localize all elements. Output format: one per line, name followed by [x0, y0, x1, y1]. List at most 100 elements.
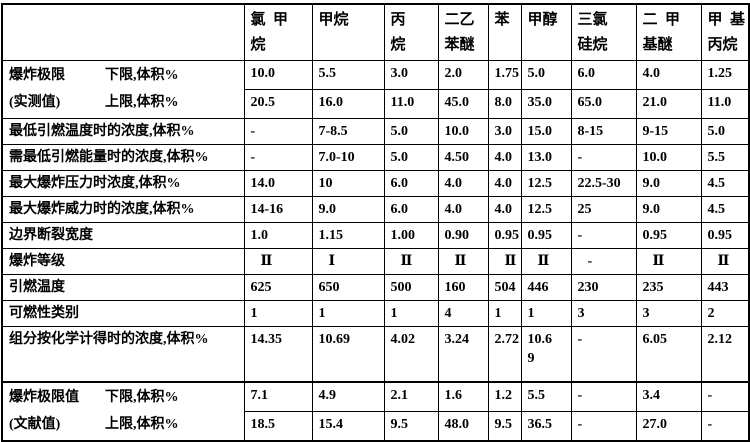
- column-header: 苯: [487, 3, 522, 61]
- value-cell: 9.0: [311, 196, 385, 223]
- value-cell: 1: [520, 300, 572, 327]
- value-cell: 0.95: [635, 222, 702, 249]
- value-cell: 230: [570, 274, 637, 301]
- value-cell: 9.0: [635, 196, 702, 223]
- row-label: 爆炸极限值 下限,体积% (文献值) 上限,体积%: [1, 380, 245, 441]
- row-label: 爆炸极限 下限,体积% (实测值) 上限,体积%: [1, 60, 245, 119]
- value-cell: 12.5: [520, 170, 572, 197]
- value-cell: 0.95: [487, 222, 522, 249]
- value-cell: 18.5: [243, 410, 313, 441]
- value-cell: 1.75: [487, 60, 522, 90]
- value-cell: 22.5-30: [570, 170, 637, 197]
- row-label-line: (文献值) 上限,体积%: [9, 411, 242, 438]
- value-cell: 500: [383, 274, 439, 301]
- row-label: 需最低引燃能量时的浓度,体积%: [1, 144, 245, 171]
- row-label: 最大爆炸威力时的浓度,体积%: [1, 196, 245, 223]
- value-cell: 11.0: [383, 89, 439, 119]
- row-label: 组分按化学计得时的浓度,体积%: [1, 326, 245, 382]
- value-cell: 10: [311, 170, 385, 197]
- value-cell: -: [570, 144, 637, 171]
- value-cell: 4.9: [311, 380, 385, 412]
- value-cell: 0.95: [520, 222, 572, 249]
- value-cell: -: [243, 144, 313, 171]
- row-label-line: 爆炸极限值 下限,体积%: [9, 384, 242, 411]
- column-header: 三氯 硅烷: [570, 3, 637, 61]
- value-cell: 4.0: [487, 170, 522, 197]
- value-cell: Ⅱ: [437, 248, 489, 275]
- value-cell: 21.0: [635, 89, 702, 119]
- value-cell: 7.1: [243, 380, 313, 412]
- value-cell: 10.0: [635, 144, 702, 171]
- value-cell: Ⅰ: [311, 248, 385, 275]
- value-cell: 13.0: [520, 144, 572, 171]
- value-cell: 14-16: [243, 196, 313, 223]
- value-cell: -: [700, 380, 750, 412]
- value-cell: 1: [311, 300, 385, 327]
- value-cell: -: [570, 326, 637, 382]
- value-cell: 5.5: [520, 380, 572, 412]
- column-header: 甲醇: [520, 3, 572, 61]
- value-cell: 160: [437, 274, 489, 301]
- value-cell: 10.6 9: [520, 326, 572, 382]
- value-cell: Ⅱ: [635, 248, 702, 275]
- value-cell: -: [570, 248, 637, 275]
- value-cell: 3: [635, 300, 702, 327]
- value-cell: 9-15: [635, 118, 702, 145]
- value-cell: 1.15: [311, 222, 385, 249]
- row-label-line: 爆炸极限 下限,体积%: [9, 62, 242, 89]
- value-cell: 5.5: [700, 144, 750, 171]
- value-cell: 10.0: [243, 60, 313, 90]
- value-cell: 2: [700, 300, 750, 327]
- value-cell: 3.0: [487, 118, 522, 145]
- column-header: 丙 烷: [383, 3, 439, 61]
- row-label: 引燃温度: [1, 274, 245, 301]
- value-cell: 0.95: [700, 222, 750, 249]
- row-label-text: (文献值): [9, 416, 61, 432]
- value-cell: 3.4: [635, 380, 702, 412]
- value-cell: 2.1: [383, 380, 439, 412]
- value-cell: 25: [570, 196, 637, 223]
- value-cell: 14.35: [243, 326, 313, 382]
- value-cell: 4.5: [700, 170, 750, 197]
- value-cell: 5.0: [383, 118, 439, 145]
- value-cell: 4.0: [487, 196, 522, 223]
- value-cell: 14.0: [243, 170, 313, 197]
- column-header: 氯 甲 烷: [243, 3, 313, 61]
- value-cell: Ⅱ: [520, 248, 572, 275]
- value-cell: -: [570, 380, 637, 412]
- value-cell: 235: [635, 274, 702, 301]
- value-cell: 8-15: [570, 118, 637, 145]
- value-cell: Ⅱ: [487, 248, 522, 275]
- value-cell: 6.0: [383, 196, 439, 223]
- value-cell: 1.25: [700, 60, 750, 90]
- value-cell: 6.0: [570, 60, 637, 90]
- value-cell: -: [570, 410, 637, 441]
- value-cell: 4.0: [635, 60, 702, 90]
- value-cell: 4.5: [700, 196, 750, 223]
- value-cell: 4.02: [383, 326, 439, 382]
- column-header: 甲烷: [311, 3, 385, 61]
- value-cell: -: [243, 118, 313, 145]
- row-label-line: (实测值) 上限,体积%: [9, 89, 242, 116]
- value-cell: 20.5: [243, 89, 313, 119]
- value-cell: Ⅱ: [383, 248, 439, 275]
- value-cell: 11.0: [700, 89, 750, 119]
- row-label: 边界断裂宽度: [1, 222, 245, 249]
- value-cell: 36.5: [520, 410, 572, 441]
- value-cell: 446: [520, 274, 572, 301]
- value-cell: 4.0: [437, 170, 489, 197]
- value-cell: 12.5: [520, 196, 572, 223]
- value-cell: 65.0: [570, 89, 637, 119]
- value-cell: 16.0: [311, 89, 385, 119]
- value-cell: 4.0: [437, 196, 489, 223]
- value-cell: 27.0: [635, 410, 702, 441]
- value-cell: 4.0: [487, 144, 522, 171]
- value-cell: 2.72: [487, 326, 522, 382]
- row-label-text: 爆炸极限: [9, 68, 65, 83]
- value-cell: 48.0: [437, 410, 489, 441]
- value-cell: 7-8.5: [311, 118, 385, 145]
- properties-table: 氯 甲 烷甲烷丙 烷二乙 苯醚苯甲醇 三氯 硅烷二 甲 基醚甲 基 丙烷 爆炸极限下…: [1, 3, 750, 442]
- value-cell: 4.50: [437, 144, 489, 171]
- value-cell: 1: [383, 300, 439, 327]
- row-label: 爆炸等级: [1, 248, 245, 275]
